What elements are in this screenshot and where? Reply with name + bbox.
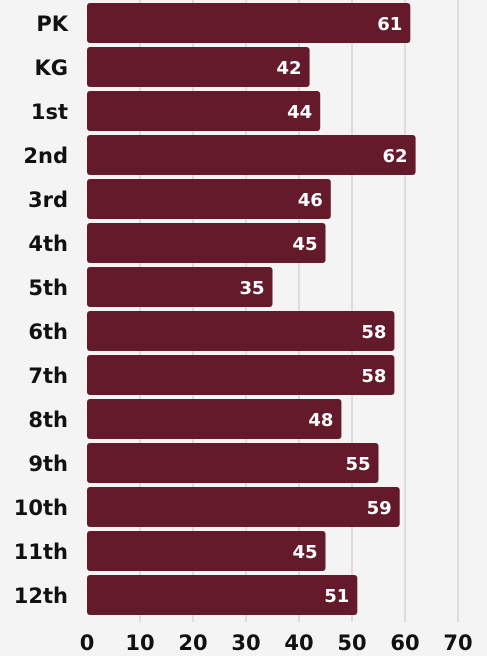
- bar-value-label: 42: [277, 58, 302, 79]
- x-tick-label: 0: [80, 631, 95, 655]
- bar-value-label: 61: [377, 14, 402, 35]
- bar-value-label: 51: [324, 586, 349, 607]
- bar: [87, 311, 395, 351]
- bar: [87, 47, 310, 87]
- bar: [87, 179, 331, 219]
- bar: [87, 267, 273, 307]
- x-tick-label: 40: [284, 631, 313, 655]
- bar-value-label: 55: [345, 454, 370, 475]
- bar-value-label: 45: [292, 542, 317, 563]
- bar-value-label: 58: [361, 366, 386, 387]
- bar: [87, 399, 342, 439]
- category-label: KG: [34, 56, 68, 80]
- x-tick-label: 20: [178, 631, 207, 655]
- bar: [87, 223, 326, 263]
- bar: [87, 487, 400, 527]
- bars-layer: 61 42 44 62 46 45 35 58 58 48 55 59 45 51: [87, 3, 416, 615]
- category-label: 7th: [28, 364, 68, 388]
- bar-value-label: 35: [239, 278, 264, 299]
- x-tick-label: 10: [125, 631, 154, 655]
- category-label: 11th: [14, 540, 68, 564]
- category-label: 6th: [28, 320, 68, 344]
- x-axis-ticks: 0 10 20 30 40 50 60 70: [80, 631, 473, 655]
- category-label: 10th: [14, 496, 68, 520]
- bar-value-label: 44: [287, 102, 312, 123]
- category-label: 3rd: [28, 188, 68, 212]
- bar: [87, 531, 326, 571]
- bar: [87, 355, 395, 395]
- category-label: PK: [36, 12, 68, 36]
- x-tick-label: 70: [443, 631, 472, 655]
- category-label: 1st: [31, 100, 68, 124]
- category-label: 8th: [28, 408, 68, 432]
- bar-value-label: 46: [298, 190, 323, 211]
- bar: [87, 135, 416, 175]
- category-labels: PK KG 1st 2nd 3rd 4th 5th 6th 7th 8th 9th 10th 11th 1…: [14, 12, 69, 608]
- x-tick-label: 50: [337, 631, 366, 655]
- bar-value-label: 62: [383, 146, 408, 167]
- category-label: 4th: [28, 232, 68, 256]
- x-tick-label: 60: [390, 631, 419, 655]
- category-label: 9th: [28, 452, 68, 476]
- category-label: 12th: [14, 584, 68, 608]
- bar-value-label: 58: [361, 322, 386, 343]
- bar: [87, 91, 321, 131]
- bar-value-label: 45: [292, 234, 317, 255]
- bar-value-label: 59: [367, 498, 392, 519]
- category-label: 5th: [28, 276, 68, 300]
- bar-value-label: 48: [308, 410, 333, 431]
- category-label: 2nd: [23, 144, 68, 168]
- bar: [87, 575, 358, 615]
- x-tick-label: 30: [231, 631, 260, 655]
- bar: [87, 443, 379, 483]
- bar: [87, 3, 411, 43]
